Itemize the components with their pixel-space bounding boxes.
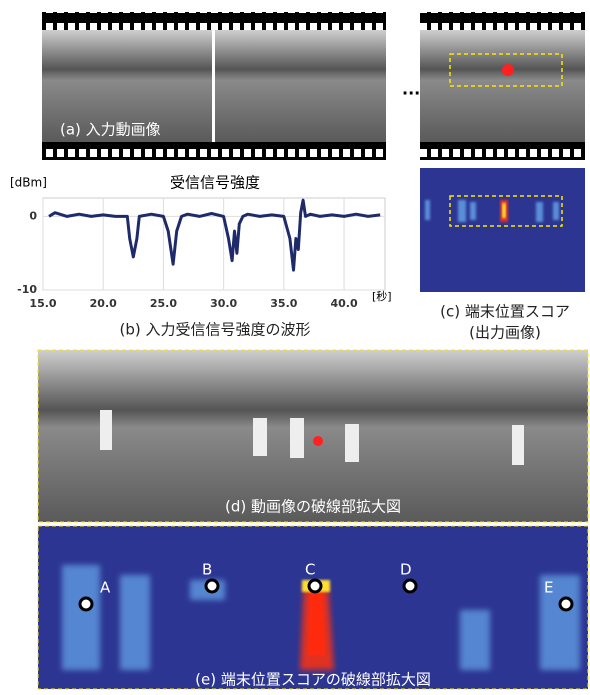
- point-marker: [80, 598, 92, 610]
- point-label: B: [202, 561, 212, 579]
- point-label: A: [100, 579, 111, 597]
- x-tick-label: 35.0: [270, 297, 297, 310]
- point-label: E: [544, 579, 553, 597]
- x-tick-label: 40.0: [330, 297, 357, 310]
- point-marker: [206, 580, 218, 592]
- y-tick-label: -10: [17, 283, 37, 296]
- x-tick-label: 25.0: [150, 297, 177, 310]
- x-tick-label: 20.0: [90, 297, 117, 310]
- score-enlarged: [38, 526, 588, 689]
- point-marker: [560, 598, 572, 610]
- point-label: C: [305, 561, 315, 579]
- x-tick-label: 15.0: [29, 297, 56, 310]
- chart: [dBm] 受信信号強度 [秒] 15.0 20.0 25.0 30.0 35.0 40.…: [10, 174, 392, 311]
- ellipsis: ...: [402, 80, 420, 99]
- score-map: [420, 168, 585, 292]
- x-tick-label: 30.0: [210, 297, 237, 310]
- figure: (a) 入力動画像 ... [dBm] 受信信号強度 [秒] 15.0 20.0 2…: [0, 0, 590, 691]
- x-unit: [秒]: [372, 289, 392, 303]
- caption: (d) 動画像の破線部拡大図: [225, 498, 401, 516]
- y-unit: [dBm]: [10, 176, 47, 190]
- photo-enlarged: [38, 350, 588, 522]
- point-label: D: [400, 561, 412, 579]
- chart-title: 受信信号強度: [170, 174, 260, 192]
- point-marker: [404, 580, 416, 592]
- caption: (e) 端末位置スコアの破線部拡大図: [195, 671, 431, 689]
- caption: (出力画像): [469, 324, 541, 342]
- y-tick-label: 0: [29, 209, 37, 222]
- caption: (b) 入力受信信号強度の波形: [120, 321, 311, 339]
- caption: (a) 入力動画像: [60, 121, 161, 139]
- point-marker: [309, 580, 321, 592]
- caption: (c) 端末位置スコア: [440, 303, 570, 321]
